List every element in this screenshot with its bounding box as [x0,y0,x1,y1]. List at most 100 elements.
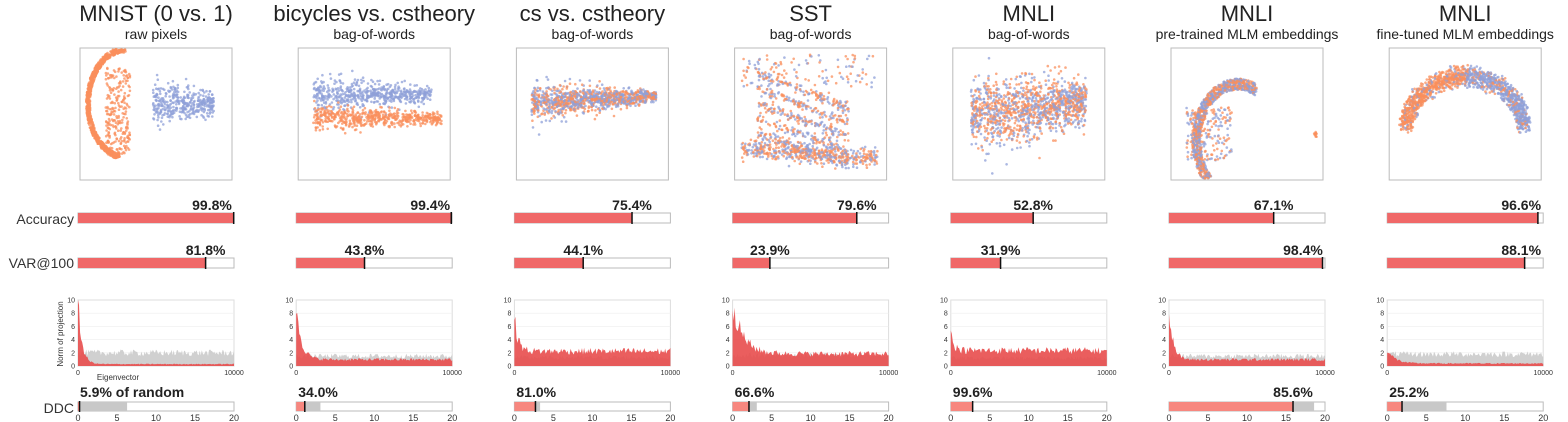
scatter-point [834,150,837,153]
scatter-point [355,119,359,123]
scatter-point [801,151,804,155]
scatter-point [847,139,850,142]
scatter-point [796,116,800,120]
scatter-point [352,87,356,91]
scatter-point [825,76,828,80]
scatter-point [867,54,871,58]
scatter-point [361,97,365,101]
scatter-point [160,102,163,106]
scatter-point [416,119,419,122]
scatter-point [626,98,630,101]
scatter-point [863,156,866,159]
scatter-point [112,113,116,116]
scatter-point [775,120,779,124]
row-label-var: VAR@100 [9,255,75,271]
scatter-point [355,124,359,127]
scatter-point [852,165,855,169]
scatter-point [791,129,795,132]
scatter-point [316,77,320,81]
scatter-point [839,133,842,136]
scatter-point [91,131,95,135]
scatter-point [400,80,404,84]
scatter-point [804,59,808,62]
scatter-point [329,109,333,113]
scatter-point [626,92,629,96]
scatter-point [156,124,160,127]
scatter-point [346,107,349,111]
scatter-point [624,90,628,93]
scatter-point [836,117,839,121]
scatter-point [826,97,829,101]
scatter-point [192,106,196,109]
scatter-point [613,86,616,89]
scatter-point [610,107,614,111]
scatter-point [318,128,322,132]
scatter-point [359,131,362,134]
scatter-point [805,144,809,147]
scatter-point [186,96,190,99]
scatter-point [438,113,442,117]
scatter-point [805,62,809,65]
scatter-point [342,128,345,131]
scatter-point [814,156,818,160]
scatter-point [759,131,763,135]
scatter-point [86,97,89,100]
scatter-point [765,157,769,161]
spectrum-ytick: 8 [507,311,511,318]
scatter-point [86,110,89,114]
ddc-xtick: 15 [190,413,200,422]
scatter-point [206,99,210,103]
scatter-point [128,133,132,137]
scatter-point [345,99,349,103]
scatter-point [778,119,782,122]
scatter-point [109,142,113,146]
scatter-point [381,117,385,120]
scatter-point [585,93,588,96]
scatter-point [388,92,392,96]
scatter-point [811,155,815,159]
scatter-point [361,108,365,112]
scatter-point [564,111,567,115]
scatter-point [571,104,574,108]
scatter-point [864,73,868,76]
scatter-point [859,147,863,151]
scatter-point [208,108,212,112]
scatter-point [184,117,187,121]
scatter-point [821,132,825,135]
scatter-point [757,67,761,71]
scatter-point [152,102,155,105]
scatter-point [802,134,805,137]
scatter-point [615,95,618,99]
scatter-point [377,87,381,90]
scatter-point [844,166,848,170]
scatter-point [742,69,745,73]
scatter-point [865,153,868,156]
scatter-point [764,152,767,155]
scatter-point [777,91,781,94]
scatter-point [418,92,422,96]
scatter-point [844,113,848,117]
scatter-point [433,112,436,115]
scatter-point [771,100,775,104]
scatter-point [833,127,837,130]
scatter-point [120,152,124,155]
scatter-point [757,78,761,82]
scatter-point [115,148,119,151]
scatter-point [580,105,583,108]
scatter-point [337,89,341,92]
scatter-point [365,97,369,100]
scatter-point [124,82,128,85]
scatter-point [823,153,827,157]
ddc-xtick: 15 [408,413,418,422]
scatter-point [636,98,640,101]
scatter-point [99,64,102,67]
scatter-point [642,88,645,91]
scatter-point [200,102,204,105]
spectrum-ytick: 0 [507,364,511,371]
scatter-point [760,141,764,144]
scatter-point [814,160,817,164]
scatter-point [434,123,438,127]
scatter-point [188,116,192,120]
scatter-point [794,154,798,157]
scatter-point [758,85,761,89]
